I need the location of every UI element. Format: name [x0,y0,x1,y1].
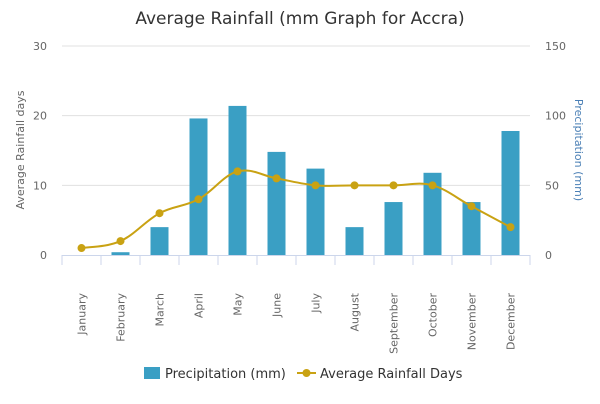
right-axis-title: Precipitation (mm) [572,99,585,201]
left-tick-label: 30 [33,40,47,53]
left-tick-label: 0 [40,249,47,262]
legend-precipitation-label[interactable]: Precipitation (mm) [165,367,286,382]
rainfall-days-point [116,237,125,246]
rainfall-days-point [194,195,203,204]
x-tick-label: April [193,293,206,318]
precipitation-bar [150,227,169,255]
x-tick-label: March [154,293,167,327]
precipitation-bar [462,202,481,255]
x-tick-label: July [310,293,323,314]
right-tick-label: 150 [545,40,566,53]
x-tick-label: August [349,292,362,331]
rainfall-days-point [506,223,515,232]
rainfall-days-point [311,181,320,190]
rainfall-days-point [233,167,242,176]
chart-title: Average Rainfall (mm Graph for Accra) [135,9,464,29]
precipitation-bar [267,151,286,255]
left-tick-label: 20 [33,110,47,123]
rainfall-days-point [428,181,437,190]
legend-rainfall-days-label[interactable]: Average Rainfall Days [320,367,463,382]
right-tick-label: 0 [545,249,552,262]
rainfall-days-point [467,202,476,211]
rainfall-days-path [81,169,511,250]
rainfall-days-point [350,181,359,190]
precipitation-bar [501,130,520,255]
rainfall-days-point [389,181,398,190]
x-tick-label: February [115,293,128,342]
rainfall-days-line [77,167,515,253]
legend-precipitation-swatch[interactable] [144,367,160,379]
x-tick-label: December [505,293,518,351]
precipitation-bars [111,105,520,255]
x-tick-label: January [76,293,89,336]
precipitation-bar [384,202,403,255]
precipitation-bar [189,118,208,255]
precipitation-bar [111,252,130,255]
right-tick-label: 100 [545,110,566,123]
x-tick-label: May [232,293,245,316]
rainfall-days-point [155,209,164,218]
left-tick-label: 10 [33,179,47,192]
x-tick-label: October [427,293,440,337]
x-tick-label: September [388,293,401,354]
legend-rainfall-days-marker[interactable] [302,369,311,377]
precipitation-bar [345,227,364,255]
rainfall-days-point [272,174,281,183]
rainfall-days-point [77,244,86,253]
left-axis-title: Average Rainfall days [14,90,27,209]
precipitation-bar [423,172,442,255]
axes: 0 10 20 30 0 50 100 150 January February March Apri… [33,40,566,354]
right-tick-label: 50 [545,179,559,192]
precipitation-bar [306,168,325,255]
precipitation-bar [228,105,247,255]
x-tick-label: November [466,293,479,351]
gridlines [62,45,530,186]
legend: Precipitation (mm) Average Rainfall Days [144,367,463,382]
x-tick-label: June [271,293,284,318]
